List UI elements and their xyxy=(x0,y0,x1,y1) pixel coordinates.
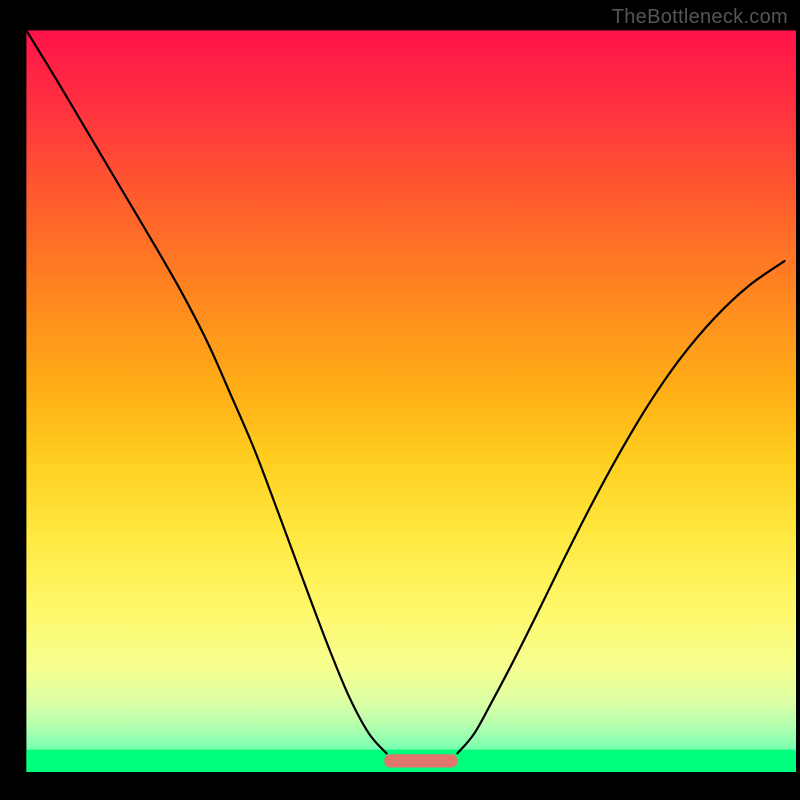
gradient-background xyxy=(26,30,796,772)
bottleneck-chart xyxy=(0,0,800,800)
optimal-range-marker xyxy=(384,754,457,767)
chart-container: TheBottleneck.com xyxy=(0,0,800,800)
